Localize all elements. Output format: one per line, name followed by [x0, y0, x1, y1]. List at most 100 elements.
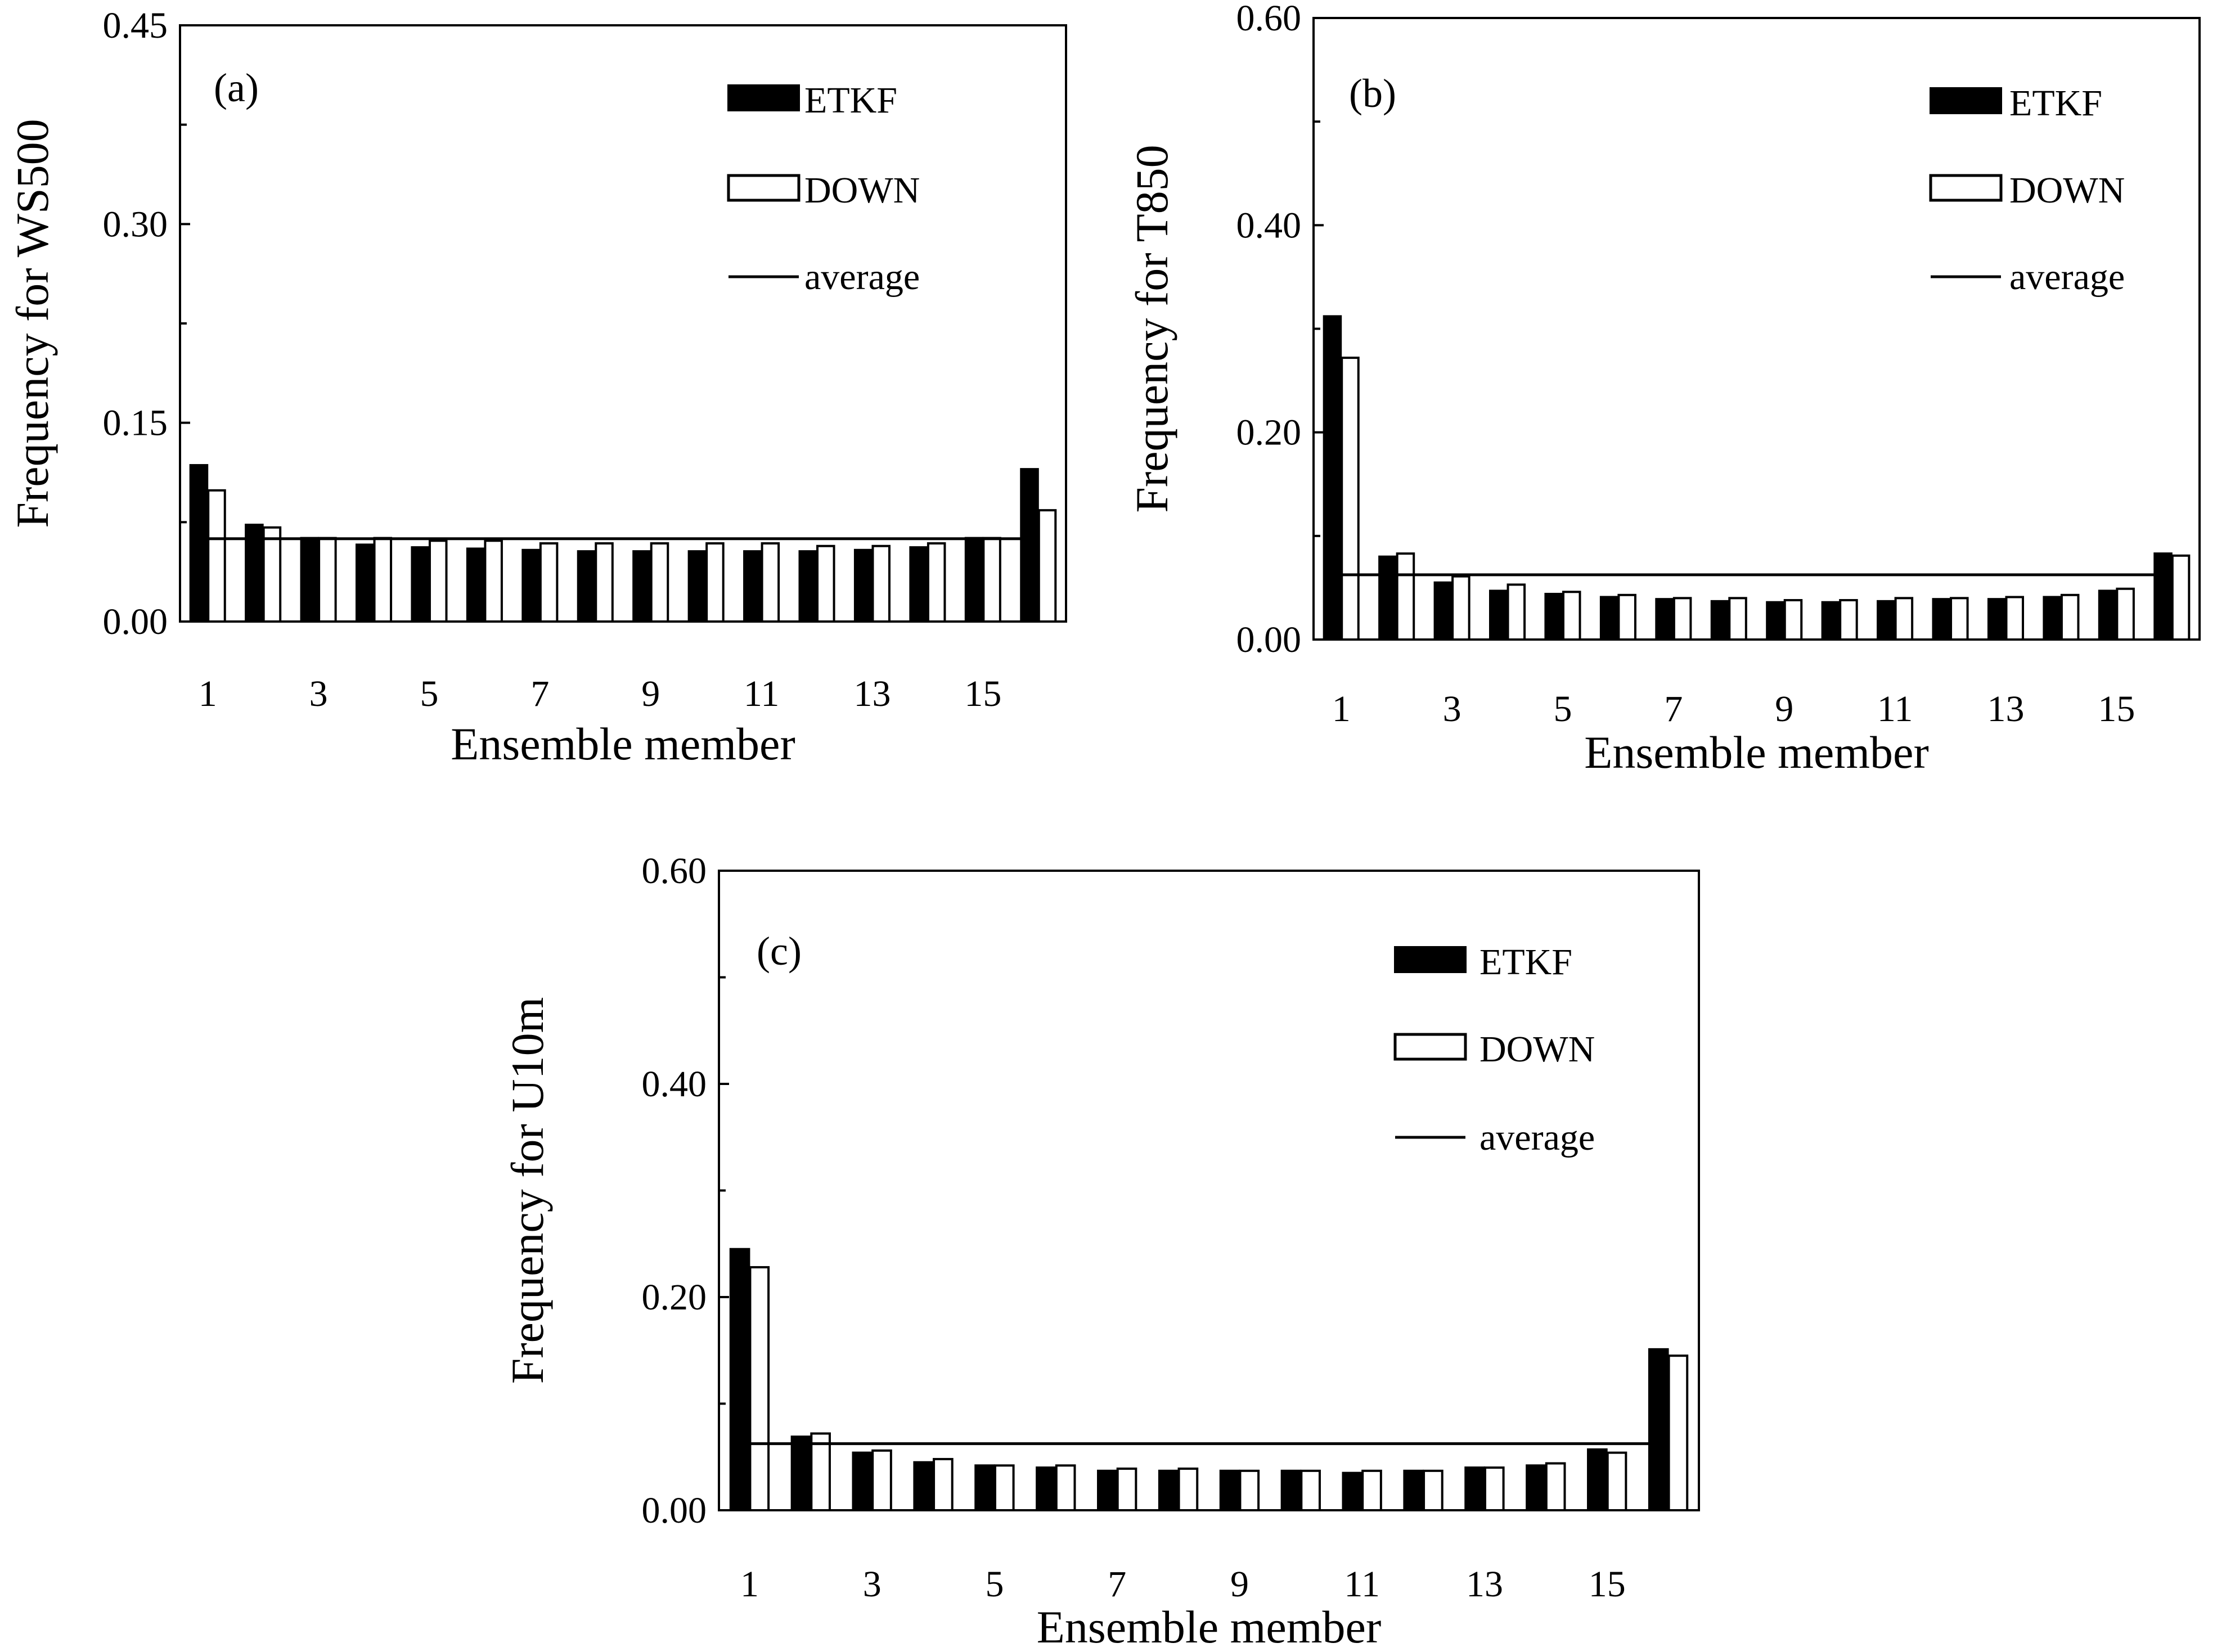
x-tick-label: 11 [1344, 1564, 1380, 1605]
bar-etkf-6 [1036, 1466, 1056, 1511]
bar-etkf-10 [1821, 601, 1841, 641]
bar-down-3 [1451, 575, 1470, 641]
bar-down-16 [1667, 1354, 1689, 1512]
bar-etkf-9 [632, 550, 651, 623]
bar-down-6 [1055, 1464, 1076, 1511]
bar-down-8 [1728, 597, 1747, 641]
x-tick-label: 9 [1230, 1564, 1249, 1605]
bar-etkf-12 [1932, 598, 1951, 641]
bar-down-13 [2005, 596, 2024, 641]
x-tick-label: 3 [1443, 688, 1461, 730]
bar-down-4 [373, 537, 393, 623]
x-tick-label: 1 [1332, 688, 1351, 730]
bar-down-6 [1617, 593, 1636, 641]
bar-etkf-14 [909, 546, 928, 623]
bar-etkf-5 [974, 1464, 995, 1511]
legend-swatch-etkf [727, 84, 800, 111]
legend: ETKF DOWN average [1929, 83, 2125, 298]
bar-etkf-1 [1323, 315, 1342, 641]
bar-etkf-15 [964, 537, 984, 623]
y-axis-title: Frequency for T850 [1126, 145, 1177, 512]
x-tick-label: 13 [853, 673, 891, 714]
bar-down-1 [1341, 357, 1360, 641]
bar-down-3 [871, 1449, 892, 1511]
bar-etkf-12 [798, 550, 818, 623]
legend-label-average: average [2009, 256, 2125, 298]
y-tick-label: 0.15 [103, 403, 168, 444]
legend: ETKF DOWN average [1393, 942, 1595, 1158]
legend-swatch-etkf [1930, 87, 2002, 114]
x-tick-label: 1 [199, 673, 217, 714]
x-tick-label: 13 [1466, 1564, 1503, 1605]
bar-etkf-7 [1097, 1469, 1118, 1512]
x-tick-label: 15 [2098, 688, 2135, 730]
x-tick-label: 5 [1553, 688, 1572, 730]
legend-swatch-down [1393, 1033, 1467, 1061]
bar-etkf-1 [189, 464, 209, 623]
bar-down-8 [1177, 1468, 1199, 1511]
bar-etkf-4 [1489, 589, 1508, 641]
legend-label-down: DOWN [804, 170, 920, 211]
legend-label-etkf: ETKF [1480, 942, 1572, 983]
bar-down-15 [982, 537, 1001, 623]
bar-etkf-2 [245, 524, 264, 623]
x-tick-label: 1 [740, 1564, 759, 1605]
bar-etkf-13 [1464, 1466, 1485, 1511]
bar-down-7 [539, 542, 559, 623]
y-axis-title: Frequency for U10m [502, 997, 553, 1384]
x-tick-label: 15 [1589, 1564, 1626, 1605]
bar-down-11 [761, 542, 780, 623]
y-tick-label: 0.40 [642, 1064, 707, 1105]
bar-etkf-9 [1219, 1469, 1240, 1512]
legend-swatch-etkf [1394, 946, 1467, 973]
bar-etkf-10 [687, 550, 707, 623]
x-tick-label: 3 [309, 673, 328, 714]
bar-down-9 [1783, 599, 1803, 641]
bar-down-7 [1672, 597, 1692, 641]
bar-down-5 [993, 1464, 1015, 1511]
bar-etkf-13 [1987, 598, 2007, 641]
bar-down-14 [927, 542, 946, 623]
x-axis-title: Ensemble member [1037, 1601, 1382, 1652]
x-tick-label: 3 [863, 1564, 882, 1605]
x-tick-label: 7 [530, 673, 549, 714]
panel-label: (a) [214, 65, 259, 110]
x-tick-label: 7 [1108, 1564, 1126, 1605]
bar-etkf-15 [2098, 589, 2117, 641]
bar-etkf-16 [1020, 468, 1039, 623]
bar-down-13 [871, 544, 891, 623]
bar-etkf-4 [913, 1461, 934, 1512]
bar-etkf-7 [1655, 598, 1674, 641]
y-tick-label: 0.00 [1236, 619, 1302, 660]
bar-etkf-2 [1378, 555, 1397, 641]
bar-etkf-15 [1587, 1448, 1608, 1512]
legend-label-down: DOWN [1480, 1029, 1595, 1070]
x-tick-label: 9 [641, 673, 660, 714]
y-axis-title: Frequency for WS500 [7, 119, 58, 528]
x-axis-title: Ensemble member [451, 718, 795, 769]
legend-label-average: average [1480, 1117, 1595, 1158]
y-tick-label: 0.20 [1236, 412, 1302, 453]
bar-etkf-8 [1158, 1469, 1179, 1512]
bar-etkf-3 [852, 1451, 873, 1511]
y-tick-label: 0.45 [103, 5, 168, 46]
bar-etkf-6 [466, 547, 485, 623]
bar-down-12 [816, 544, 835, 623]
bar-down-16 [2171, 554, 2191, 641]
bar-down-2 [262, 526, 282, 623]
bar-down-12 [1950, 597, 1969, 641]
bar-down-11 [1361, 1469, 1382, 1512]
bar-down-16 [1037, 509, 1057, 623]
bar-etkf-7 [521, 548, 541, 623]
bar-etkf-2 [790, 1435, 812, 1512]
legend-label-average: average [804, 256, 920, 298]
y-tick-label: 0.60 [1236, 0, 1302, 39]
bar-etkf-11 [743, 550, 762, 623]
bar-down-12 [1423, 1469, 1443, 1512]
bar-down-4 [933, 1458, 954, 1512]
bar-down-10 [1839, 599, 1858, 641]
x-tick-label: 7 [1664, 688, 1683, 730]
